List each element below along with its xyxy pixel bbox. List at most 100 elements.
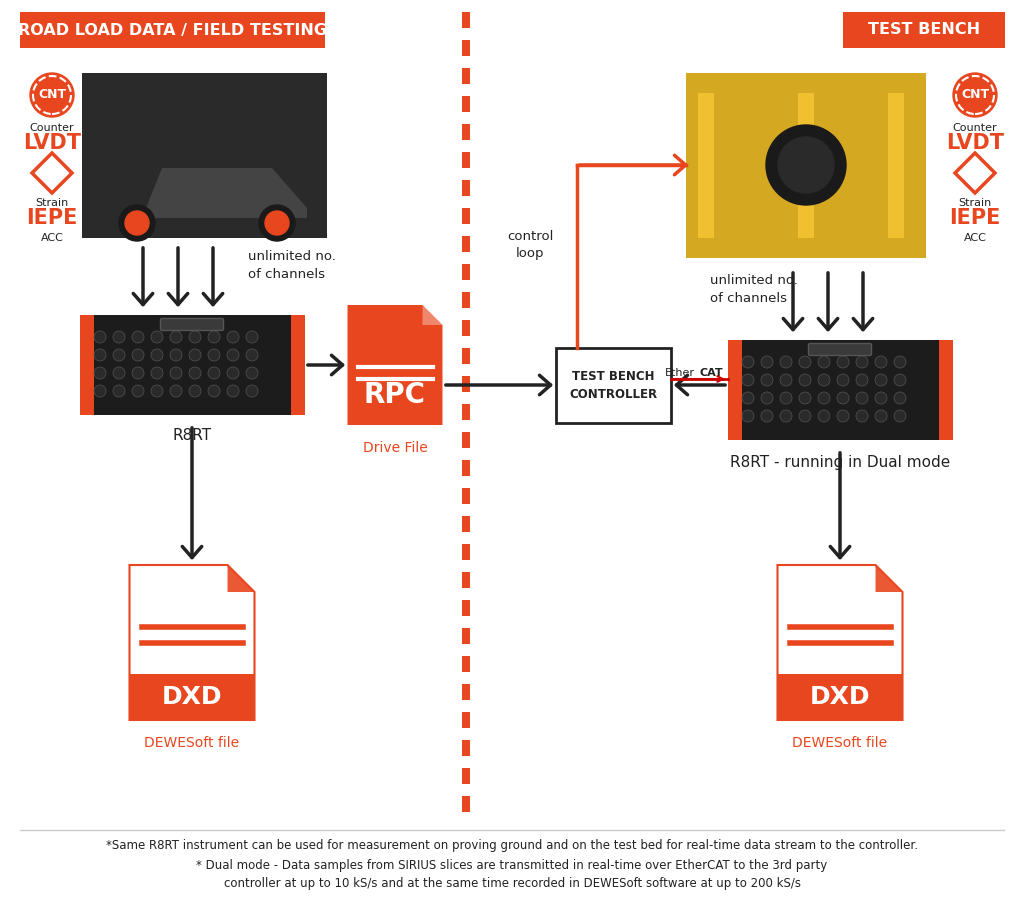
Circle shape: [818, 410, 830, 422]
Circle shape: [170, 367, 182, 379]
Text: DEWESoft file: DEWESoft file: [144, 736, 240, 750]
Circle shape: [132, 349, 144, 361]
Bar: [462, 600, 470, 616]
Polygon shape: [423, 305, 442, 325]
FancyBboxPatch shape: [809, 343, 871, 355]
Circle shape: [780, 392, 792, 404]
Text: LVDT: LVDT: [23, 133, 81, 153]
Text: unlimited no.
of channels: unlimited no. of channels: [710, 274, 798, 306]
Text: RPC: RPC: [364, 381, 426, 409]
Bar: [462, 40, 470, 56]
Bar: [462, 292, 470, 308]
Text: control
loop: control loop: [507, 230, 553, 260]
Polygon shape: [798, 93, 814, 238]
Polygon shape: [777, 565, 902, 720]
Circle shape: [132, 385, 144, 397]
Bar: [939, 340, 953, 440]
Bar: [462, 264, 470, 280]
Circle shape: [94, 331, 106, 343]
Circle shape: [94, 367, 106, 379]
Circle shape: [170, 331, 182, 343]
Circle shape: [856, 374, 868, 386]
Bar: [462, 376, 470, 392]
Polygon shape: [698, 93, 714, 238]
Circle shape: [894, 392, 906, 404]
Circle shape: [189, 367, 201, 379]
Circle shape: [113, 385, 125, 397]
Circle shape: [894, 410, 906, 422]
Circle shape: [227, 385, 239, 397]
Circle shape: [780, 356, 792, 368]
Circle shape: [151, 385, 163, 397]
Bar: [462, 404, 470, 420]
Circle shape: [894, 374, 906, 386]
Circle shape: [113, 331, 125, 343]
Circle shape: [837, 392, 849, 404]
Circle shape: [837, 356, 849, 368]
Bar: [686, 73, 926, 258]
Circle shape: [742, 374, 754, 386]
Text: R8RT: R8RT: [172, 428, 212, 443]
Circle shape: [874, 410, 887, 422]
Text: IEPE: IEPE: [27, 208, 78, 228]
Text: DEWESoft file: DEWESoft file: [793, 736, 888, 750]
Circle shape: [132, 367, 144, 379]
Bar: [556, 348, 671, 423]
Bar: [728, 340, 953, 440]
Bar: [462, 12, 470, 28]
Circle shape: [761, 356, 773, 368]
Circle shape: [170, 349, 182, 361]
Circle shape: [227, 349, 239, 361]
Circle shape: [818, 356, 830, 368]
Circle shape: [874, 392, 887, 404]
Circle shape: [208, 367, 220, 379]
Text: ROAD LOAD DATA / FIELD TESTING: ROAD LOAD DATA / FIELD TESTING: [18, 22, 327, 38]
Circle shape: [208, 349, 220, 361]
Circle shape: [780, 374, 792, 386]
Circle shape: [132, 331, 144, 343]
Bar: [462, 768, 470, 784]
Text: Strain: Strain: [958, 198, 991, 208]
Bar: [843, 12, 1005, 48]
Circle shape: [778, 137, 834, 193]
Bar: [462, 544, 470, 560]
Circle shape: [208, 331, 220, 343]
Polygon shape: [777, 674, 902, 720]
Circle shape: [953, 73, 997, 117]
Bar: [82, 73, 327, 238]
Bar: [80, 315, 94, 415]
Circle shape: [227, 331, 239, 343]
Circle shape: [94, 349, 106, 361]
Text: TEST BENCH
CONTROLLER: TEST BENCH CONTROLLER: [569, 370, 657, 401]
Bar: [462, 488, 470, 504]
Circle shape: [837, 410, 849, 422]
Circle shape: [799, 356, 811, 368]
Circle shape: [818, 392, 830, 404]
Circle shape: [837, 374, 849, 386]
Bar: [462, 236, 470, 252]
Circle shape: [94, 385, 106, 397]
Text: LVDT: LVDT: [946, 133, 1004, 153]
Circle shape: [742, 410, 754, 422]
Text: ACC: ACC: [964, 233, 986, 243]
Text: IEPE: IEPE: [949, 208, 1000, 228]
Circle shape: [799, 392, 811, 404]
Bar: [462, 712, 470, 728]
Bar: [462, 796, 470, 812]
Polygon shape: [888, 93, 904, 238]
Circle shape: [119, 205, 155, 241]
Text: CNT: CNT: [961, 89, 989, 102]
Text: unlimited no.
of channels: unlimited no. of channels: [248, 249, 336, 281]
Circle shape: [799, 410, 811, 422]
Circle shape: [265, 211, 289, 235]
Circle shape: [742, 356, 754, 368]
Bar: [462, 208, 470, 224]
Bar: [462, 572, 470, 588]
Circle shape: [246, 331, 258, 343]
Text: CAT: CAT: [699, 368, 723, 378]
Polygon shape: [227, 565, 255, 592]
Circle shape: [799, 374, 811, 386]
Bar: [462, 656, 470, 672]
Circle shape: [189, 385, 201, 397]
Bar: [20, 12, 325, 48]
